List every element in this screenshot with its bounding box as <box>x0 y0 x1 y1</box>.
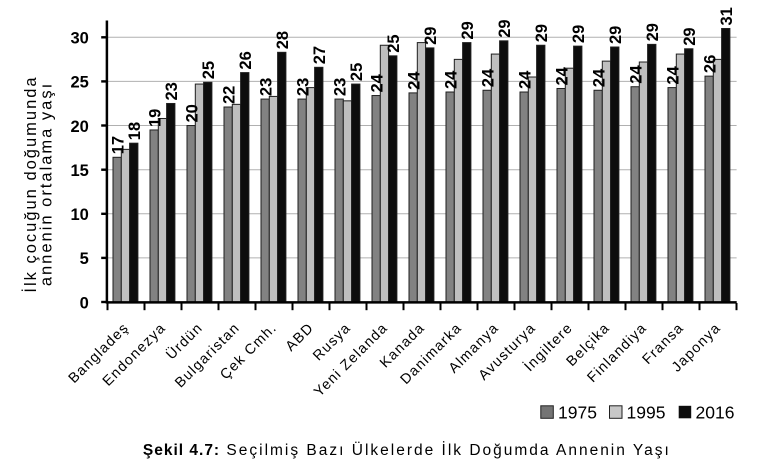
svg-text:29: 29 <box>681 27 699 45</box>
svg-text:15: 15 <box>70 162 88 180</box>
svg-text:28: 28 <box>274 31 292 49</box>
svg-text:24: 24 <box>516 70 534 89</box>
svg-text:24: 24 <box>405 71 423 90</box>
svg-text:25: 25 <box>70 74 88 92</box>
svg-text:29: 29 <box>533 24 551 42</box>
svg-text:24: 24 <box>368 73 386 92</box>
svg-text:23: 23 <box>163 82 181 100</box>
svg-text:25: 25 <box>348 63 366 81</box>
svg-text:31: 31 <box>718 7 736 25</box>
svg-text:29: 29 <box>422 27 440 45</box>
svg-text:29: 29 <box>607 26 625 44</box>
svg-text:24: 24 <box>664 65 682 84</box>
svg-text:23: 23 <box>257 78 275 96</box>
svg-text:29: 29 <box>570 25 588 43</box>
svg-text:annenin ortalama yaşı: annenin ortalama yaşı <box>37 82 55 286</box>
svg-text:24: 24 <box>590 68 608 87</box>
svg-text:29: 29 <box>459 21 477 39</box>
svg-text:1995: 1995 <box>627 402 666 422</box>
svg-text:0: 0 <box>80 294 89 312</box>
svg-text:Şekil 4.7: Seçilmiş Bazı Ülkel: Şekil 4.7: Seçilmiş Bazı Ülkelerde İlk D… <box>143 441 671 459</box>
svg-text:24: 24 <box>627 65 645 84</box>
svg-text:25: 25 <box>385 34 403 52</box>
svg-text:20: 20 <box>70 118 88 136</box>
svg-text:25: 25 <box>200 61 218 79</box>
svg-text:29: 29 <box>644 23 662 41</box>
svg-text:24: 24 <box>553 66 571 85</box>
svg-text:22: 22 <box>220 86 238 104</box>
svg-text:10: 10 <box>70 206 88 224</box>
svg-text:29: 29 <box>496 19 514 37</box>
svg-text:23: 23 <box>331 78 349 96</box>
svg-text:24: 24 <box>479 68 497 87</box>
svg-text:24: 24 <box>442 70 460 89</box>
svg-text:30: 30 <box>70 30 88 48</box>
svg-text:27: 27 <box>311 46 329 64</box>
svg-text:26: 26 <box>237 51 255 69</box>
svg-text:5: 5 <box>80 250 89 268</box>
svg-text:23: 23 <box>294 78 312 96</box>
svg-text:2016: 2016 <box>696 402 735 422</box>
svg-text:18: 18 <box>126 122 144 140</box>
svg-text:İlk çocuğun doğumunda: İlk çocuğun doğumunda <box>21 75 40 292</box>
svg-text:17: 17 <box>109 136 127 154</box>
svg-text:1975: 1975 <box>558 402 597 422</box>
svg-text:20: 20 <box>183 104 201 122</box>
svg-text:26: 26 <box>701 55 719 73</box>
svg-text:19: 19 <box>146 109 164 127</box>
